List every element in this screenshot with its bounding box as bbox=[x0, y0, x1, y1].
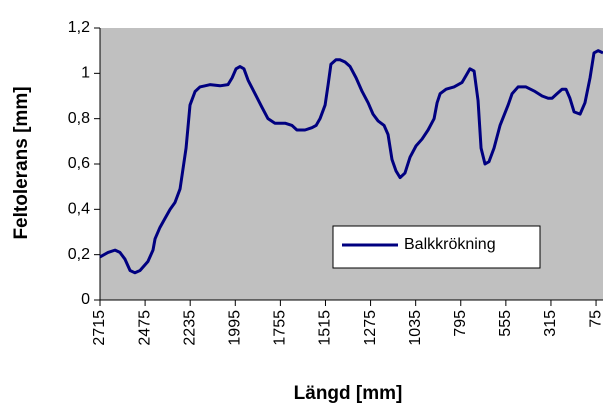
y-tick-label: 0,4 bbox=[68, 201, 90, 218]
x-axis-title: Längd [mm] bbox=[294, 383, 403, 404]
legend-label: Balkkrökning bbox=[404, 236, 496, 253]
x-tick-label: 1275 bbox=[362, 310, 379, 346]
x-tick-label: 795 bbox=[452, 310, 469, 337]
y-tick-label: 0,8 bbox=[68, 110, 90, 127]
data-line bbox=[99, 49, 603, 275]
x-tick-label: 315 bbox=[542, 310, 559, 337]
y-tick-label: 1,2 bbox=[68, 19, 90, 36]
x-tick-label: 1995 bbox=[227, 310, 244, 346]
x-tick-label: 75 bbox=[587, 310, 603, 328]
x-tick-label: 2715 bbox=[91, 310, 108, 346]
x-tick-label: 2235 bbox=[181, 310, 198, 346]
x-tick-label: 1755 bbox=[272, 310, 289, 346]
x-tick-label: 555 bbox=[497, 310, 514, 337]
y-tick-label: 0 bbox=[81, 291, 90, 308]
legend-box bbox=[332, 225, 541, 269]
y-tick-label: 0,6 bbox=[68, 155, 90, 172]
x-tick-label: 1035 bbox=[407, 310, 424, 346]
y-tick-label: 0,2 bbox=[68, 246, 90, 263]
x-tick-label: 2475 bbox=[136, 310, 153, 346]
y-tick-label: 1 bbox=[81, 65, 90, 82]
y-axis-title: Feltolerans [mm] bbox=[11, 86, 32, 239]
x-tick-label: 1515 bbox=[317, 310, 334, 346]
